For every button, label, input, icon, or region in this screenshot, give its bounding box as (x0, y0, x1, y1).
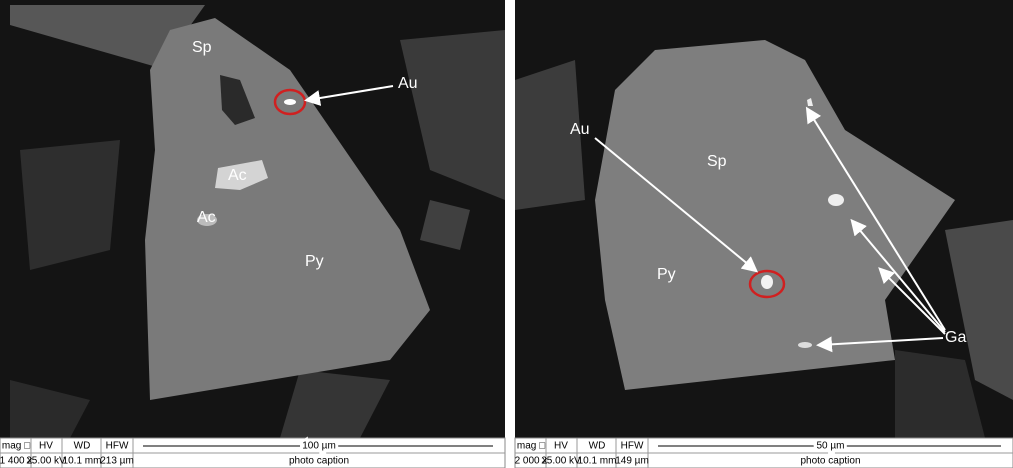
mineral-label: Ac (197, 209, 216, 226)
info-header: WD (74, 441, 91, 452)
info-header: mag □ (2, 441, 30, 452)
info-value: 10.1 mm (578, 456, 617, 467)
scale-label: 100 µm (302, 441, 336, 452)
info-value: 213 µm (100, 456, 134, 467)
info-header: HFW (106, 441, 129, 452)
mineral-label: Sp (707, 153, 727, 170)
info-value: 25.00 kV (541, 456, 581, 467)
info-value: 149 µm (615, 456, 649, 467)
caption: photo caption (800, 456, 860, 467)
info-header: HV (39, 441, 53, 452)
mineral-label: Au (570, 121, 590, 138)
mineral-label: Py (657, 266, 676, 283)
mineral-label: Sp (192, 39, 212, 56)
info-header: HV (554, 441, 568, 452)
info-header: HFW (621, 441, 644, 452)
mineral-label: Ac (228, 167, 247, 184)
info-value: 25.00 kV (26, 456, 66, 467)
mineral-label: Ga (945, 329, 966, 346)
info-value: 10.1 mm (63, 456, 102, 467)
left-panel: Sp Au Ac Ac Py (0, 0, 505, 438)
page: {"panels": [ {"labels": ["Sp", "Au", "Ac… (0, 0, 1013, 468)
mineral-label: Py (305, 253, 324, 270)
mineral-label: Au (398, 75, 418, 92)
right-panel: Au Sp Py Ga (515, 0, 1013, 438)
scale-label: 50 µm (817, 441, 845, 452)
info-header: mag □ (517, 441, 545, 452)
micrographs: Sp Au Ac Ac Py Au Sp Py Ga mag □1 400 xH… (0, 0, 1013, 468)
info-header: WD (589, 441, 606, 452)
caption: photo caption (289, 456, 349, 467)
